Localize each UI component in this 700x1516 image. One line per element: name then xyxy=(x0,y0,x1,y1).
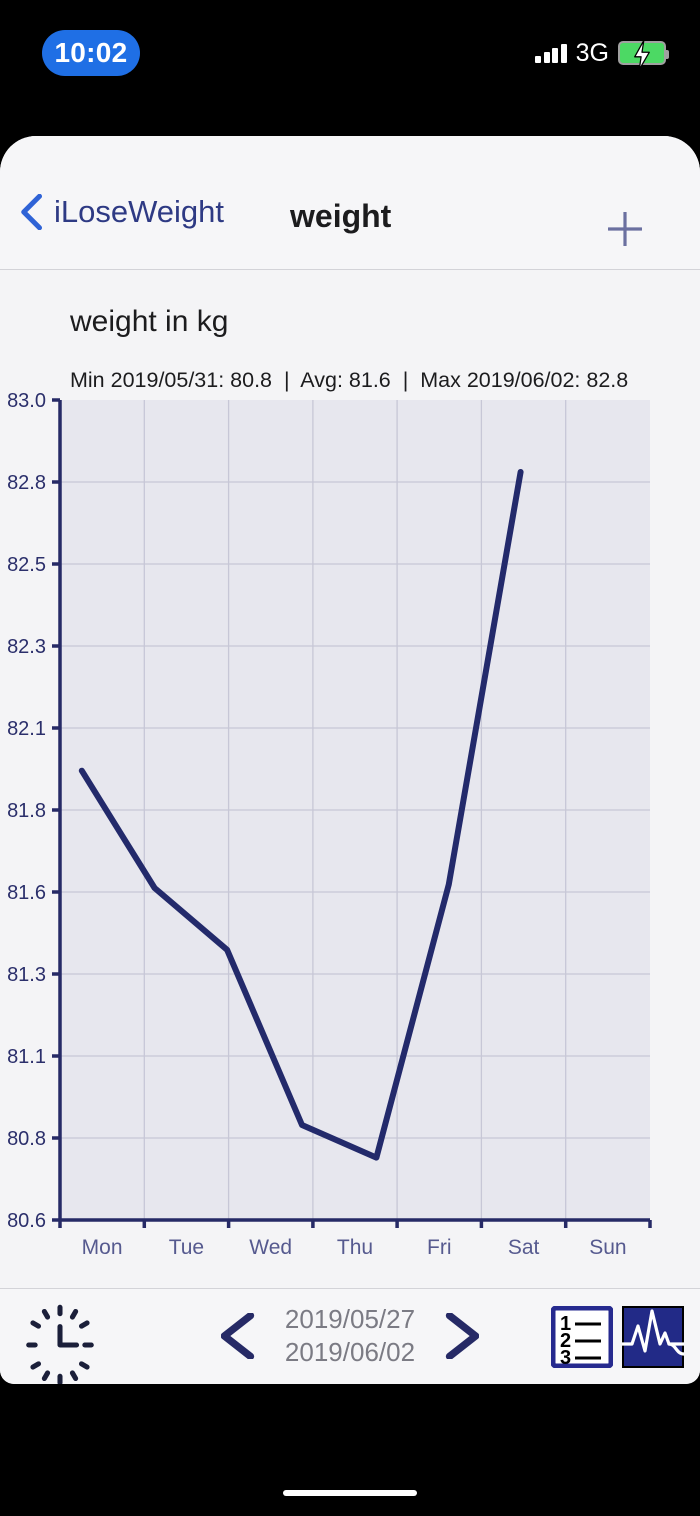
svg-text:Mon: Mon xyxy=(82,1236,123,1259)
svg-text:Sun: Sun xyxy=(589,1236,626,1259)
svg-text:81.3: 81.3 xyxy=(7,964,46,986)
svg-text:81.8: 81.8 xyxy=(7,800,46,822)
svg-text:83.0: 83.0 xyxy=(7,390,46,412)
svg-text:80.6: 80.6 xyxy=(7,1210,46,1232)
svg-text:Wed: Wed xyxy=(249,1236,292,1259)
svg-text:81.1: 81.1 xyxy=(7,1046,46,1068)
svg-text:Fri: Fri xyxy=(427,1236,452,1259)
svg-text:Tue: Tue xyxy=(169,1236,204,1259)
svg-text:Thu: Thu xyxy=(337,1236,373,1259)
svg-text:82.1: 82.1 xyxy=(7,718,46,740)
svg-text:82.8: 82.8 xyxy=(7,472,46,494)
svg-text:82.3: 82.3 xyxy=(7,636,46,658)
svg-text:81.6: 81.6 xyxy=(7,882,46,904)
svg-text:82.5: 82.5 xyxy=(7,554,46,576)
svg-text:3: 3 xyxy=(560,1347,571,1368)
svg-text:80.8: 80.8 xyxy=(7,1128,46,1150)
svg-text:Sat: Sat xyxy=(508,1236,540,1259)
